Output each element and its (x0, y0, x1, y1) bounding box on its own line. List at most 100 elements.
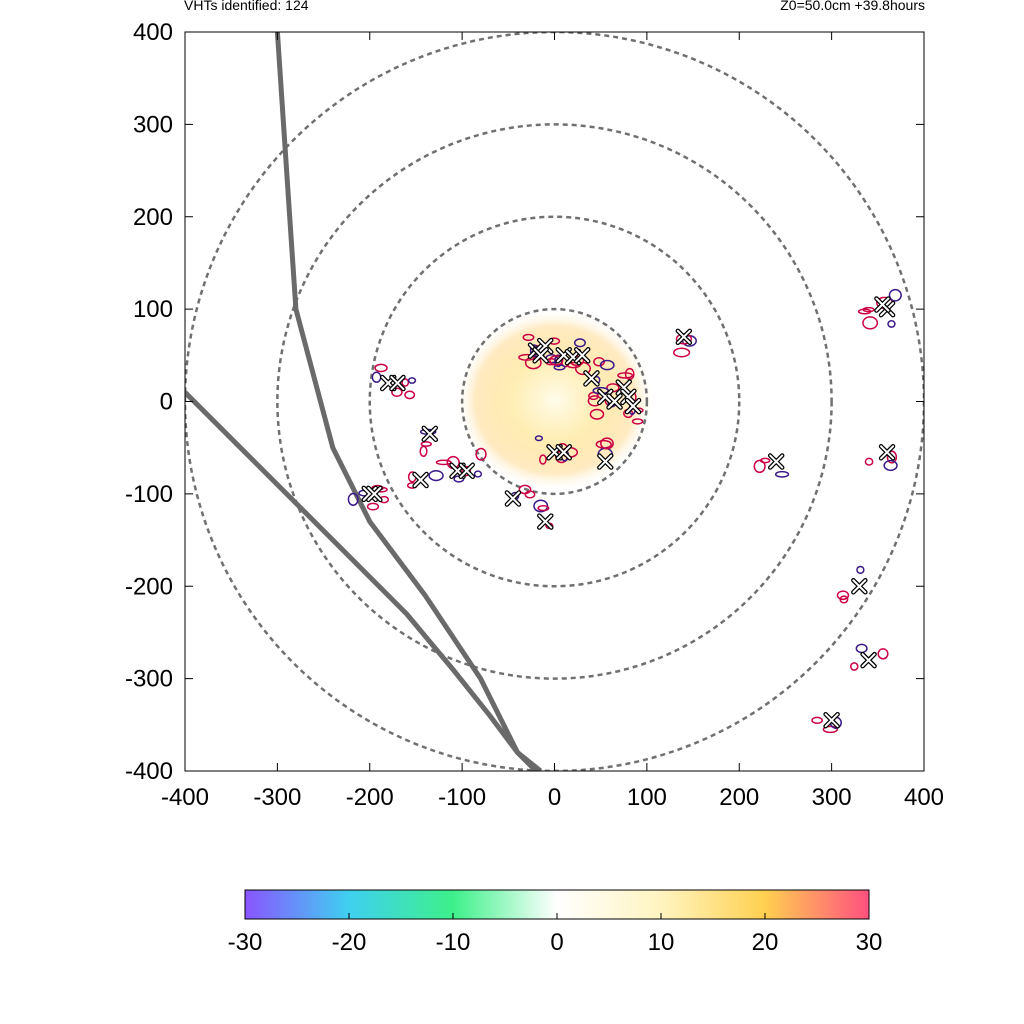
range-ring-100 (460, 307, 649, 496)
range-ring-300 (276, 123, 833, 680)
eyewall-field (455, 308, 655, 492)
vht-marker (458, 462, 475, 480)
contour-blob (518, 353, 536, 361)
vht-marker (537, 337, 554, 355)
vht-count-label: VHTs identified: 124 (184, 0, 309, 13)
vht-marker-fill (621, 389, 636, 404)
contour-blob (461, 465, 471, 477)
x-tick-label: 300 (812, 784, 852, 811)
vht-marker (537, 513, 554, 530)
contour-blob (599, 359, 615, 371)
colorbar-tick-label: 30 (856, 929, 883, 956)
contour-blob (401, 378, 410, 387)
y-tick-label: -400 (125, 758, 173, 785)
vht-marker-fill (861, 653, 876, 668)
vht-marker (583, 370, 600, 387)
colorbar-tick-label: -30 (228, 929, 263, 956)
run-info-label: Z0=50.0cm +39.8hours (780, 0, 925, 13)
x-tick-label: -300 (253, 784, 301, 811)
y-tick-label: -100 (125, 481, 173, 508)
vht-marker-fill (362, 486, 377, 501)
vht-marker-fill (880, 445, 895, 460)
range-ring-200 (368, 215, 741, 588)
vht-marker (597, 388, 614, 406)
vht-marker (504, 490, 522, 507)
vht-markers (361, 296, 896, 729)
contour-blob (374, 363, 388, 373)
y-tick-label: 100 (133, 296, 173, 323)
contour-blob (407, 377, 417, 384)
contour-blob (554, 354, 563, 368)
contour-blob (811, 716, 823, 724)
y-tick-label: -200 (125, 573, 173, 600)
x-tick-label: -100 (438, 784, 486, 811)
vht-marker-fill (390, 376, 405, 391)
contour-blob (600, 437, 614, 450)
contour-blob (888, 288, 902, 302)
contour-blob (366, 502, 380, 511)
vht-marker-fill (598, 454, 613, 469)
contour-blob (404, 390, 416, 400)
contour-blob (549, 355, 564, 366)
vht-marker (421, 425, 439, 443)
vht-marker (767, 453, 785, 470)
x-tick-label: 100 (627, 784, 667, 811)
vht-marker-fill (533, 348, 548, 363)
colorbar-tick-label: -10 (436, 929, 471, 956)
track-line (274, 32, 538, 771)
contour-blob (518, 484, 532, 495)
colorbar-ticks: -30 -20 -10 0 10 20 30 (228, 913, 883, 956)
vht-marker-fill (584, 371, 599, 386)
contour-blob (574, 361, 592, 376)
vht-marker-fill (459, 463, 474, 478)
track-line (185, 390, 543, 771)
range-rings (185, 32, 924, 771)
contour-blob (774, 470, 790, 478)
contour-blob (419, 445, 428, 458)
vht-marker (823, 711, 840, 729)
y-tick-label: -300 (125, 666, 173, 693)
vht-marker (366, 485, 383, 503)
contour-blob (534, 435, 544, 442)
vht-marker-fill (556, 445, 571, 460)
vht-marker-fill (769, 454, 784, 469)
vht-marker (624, 397, 642, 415)
vht-marker (361, 485, 378, 503)
vht-marker-fill (824, 713, 839, 728)
contour-blob (877, 648, 889, 660)
contour-blob (391, 387, 403, 398)
colorbar-tick-label: -20 (332, 929, 367, 956)
contour-blob (371, 371, 382, 383)
x-tick-label: -200 (346, 784, 394, 811)
tracks (185, 32, 543, 771)
vht-marker-fill (626, 399, 641, 414)
vht-marker (615, 379, 633, 396)
contour-blob (539, 454, 547, 465)
contour-blob (759, 457, 771, 464)
vht-marker-fill (607, 394, 622, 409)
vht-marker (878, 444, 896, 461)
contour-blob (624, 367, 635, 381)
contour-blob (886, 450, 898, 464)
contour-blob (524, 356, 542, 370)
vht-marker (675, 328, 693, 346)
contour-blob (475, 447, 487, 461)
colorbar-tick-label: 20 (752, 929, 779, 956)
contour-blob (673, 347, 691, 358)
y-tick-label: 0 (160, 389, 173, 416)
x-tick-label: -400 (161, 784, 209, 811)
vht-marker-fill (852, 579, 867, 594)
vht-marker (620, 388, 637, 406)
contour-blob (435, 459, 452, 466)
vht-marker-fill (413, 473, 428, 488)
axes: -400 -300 -200 -100 0 100 200 300 400 -400 -300 -20… (125, 19, 944, 811)
vht-marker (389, 374, 406, 392)
vht-marker-fill (538, 514, 553, 529)
contour-blob (347, 492, 359, 507)
x-tick-label: 400 (904, 784, 944, 811)
contour-blob (836, 590, 850, 601)
x-tick-label: 0 (548, 784, 561, 811)
contour-blob (537, 505, 550, 512)
vht-marker (606, 393, 623, 410)
